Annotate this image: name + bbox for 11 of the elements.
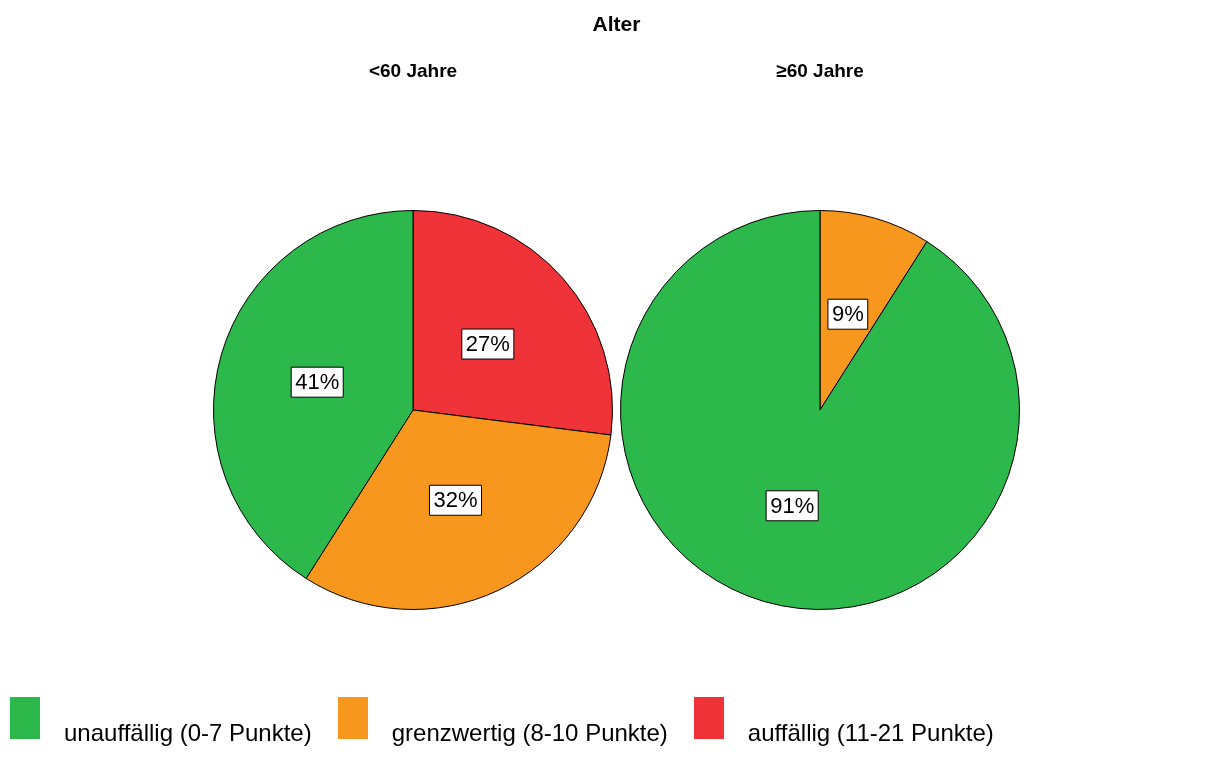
data-label: 91% <box>770 492 815 518</box>
chart-subtitle: <60 Jahre <box>367 60 459 83</box>
data-label: 27% <box>465 331 510 357</box>
data-label: 41% <box>295 369 340 395</box>
legend-label: auffällig (11-21 Punkte) <box>747 719 994 747</box>
chart-title: Alter <box>591 12 642 36</box>
data-label: 32% <box>433 487 478 513</box>
legend-label: unauffällig (0-7 Punkte) <box>64 719 312 747</box>
data-label: 9% <box>831 301 864 327</box>
legend-label: grenzwertig (8-10 Punkte) <box>391 719 668 747</box>
chart-subtitle: ≥60 Jahre <box>775 60 865 83</box>
